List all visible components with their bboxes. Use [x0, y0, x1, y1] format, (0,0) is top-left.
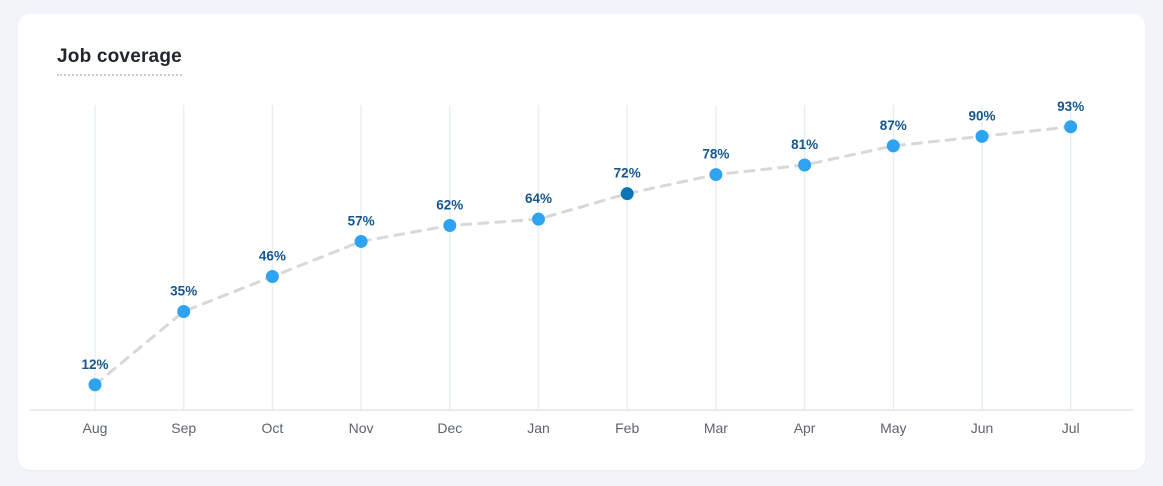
job-coverage-line-chart: 12% 35% 46% 57% 62% 64% 72% 78% 81% 87% 90% 93% Aug S… [30, 100, 1133, 436]
data-point-dec[interactable] [443, 219, 457, 233]
x-tick-label-nov: Nov [349, 420, 374, 436]
value-label-nov: 57% [348, 213, 375, 228]
x-tick-label-may: May [880, 420, 906, 436]
x-tick-label-sep: Sep [171, 420, 196, 436]
data-point-feb[interactable] [620, 187, 634, 201]
value-label-aug: 12% [81, 357, 108, 372]
x-tick-label-feb: Feb [615, 420, 639, 436]
data-point-sep[interactable] [177, 305, 191, 319]
data-point-nov[interactable] [354, 234, 368, 248]
x-tick-label-dec: Dec [437, 420, 462, 436]
value-label-feb: 72% [614, 166, 641, 181]
value-label-jul: 93% [1057, 100, 1084, 114]
data-point-may[interactable] [886, 139, 900, 153]
x-tick-label-apr: Apr [794, 420, 816, 436]
value-label-dec: 62% [436, 198, 463, 213]
data-point-jun[interactable] [975, 129, 989, 143]
x-tick-label-jul: Jul [1062, 420, 1080, 436]
value-label-mar: 78% [702, 147, 729, 162]
data-point-jul[interactable] [1064, 120, 1078, 134]
value-label-jun: 90% [968, 108, 995, 123]
chart-title: Job coverage [57, 46, 182, 76]
value-label-may: 87% [880, 118, 907, 133]
data-point-mar[interactable] [709, 168, 723, 182]
data-point-aug[interactable] [88, 378, 102, 392]
data-point-apr[interactable] [798, 158, 812, 172]
value-label-oct: 46% [259, 248, 286, 263]
x-tick-label-aug: Aug [83, 420, 108, 436]
value-label-apr: 81% [791, 137, 818, 152]
job-coverage-card: Job coverage 12% 35% 46% 57% 62% 64% 72% 78% 81%… [18, 14, 1145, 470]
chart-area: 12% 35% 46% 57% 62% 64% 72% 78% 81% 87% 90% 93% Aug S… [18, 100, 1145, 452]
x-tick-label-oct: Oct [262, 420, 284, 436]
value-label-jan: 64% [525, 191, 552, 206]
x-tick-label-jun: Jun [971, 420, 994, 436]
value-label-sep: 35% [170, 284, 197, 299]
data-point-jan[interactable] [532, 212, 545, 226]
x-tick-label-mar: Mar [704, 420, 728, 436]
trend-line [93, 125, 1073, 387]
x-tick-label-jan: Jan [527, 420, 550, 436]
data-point-oct[interactable] [265, 269, 279, 283]
